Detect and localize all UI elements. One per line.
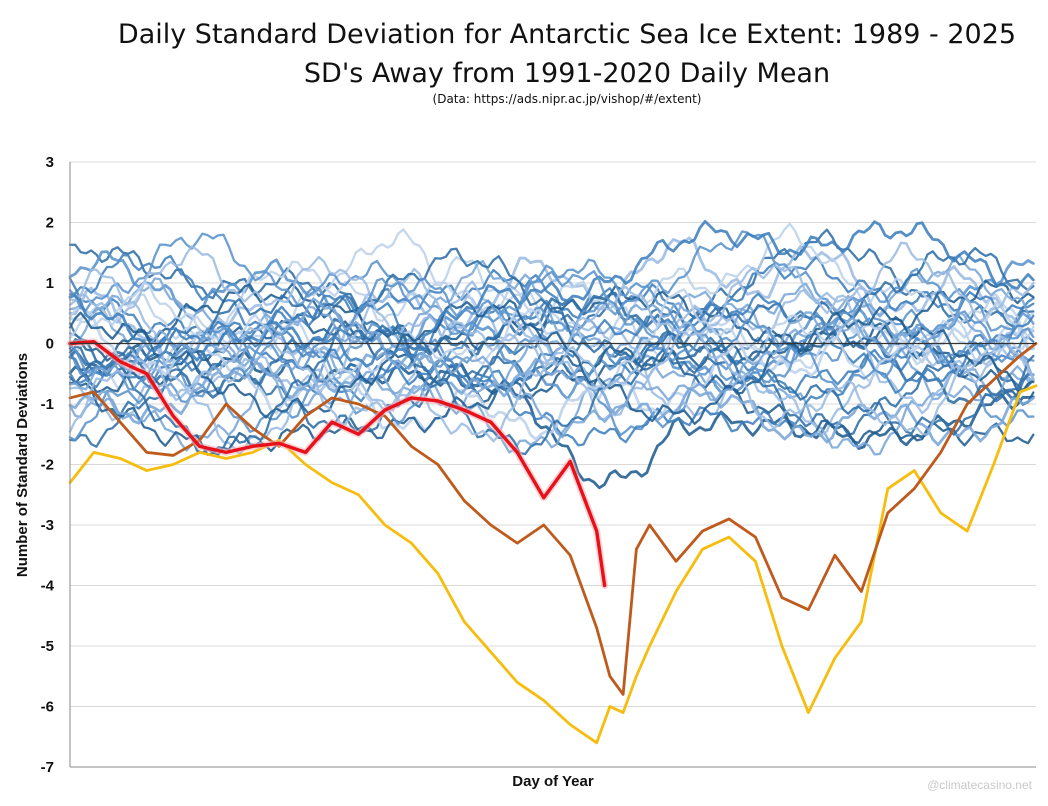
background-series-line: [68, 279, 1035, 362]
background-series-line: [68, 222, 1035, 352]
y-axis-label: Number of Standard Deviations: [14, 353, 31, 577]
background-series-line: [68, 297, 1035, 439]
y-tick-label: -3: [41, 517, 54, 534]
background-series-line: [68, 292, 1035, 395]
y-tick-label: 0: [46, 336, 54, 353]
background-series-line: [68, 246, 1035, 366]
series-line-red: [68, 339, 607, 588]
background-series-line: [68, 219, 1035, 368]
series-group: [66, 219, 1038, 745]
background-series-line: [68, 301, 1035, 441]
chart-title: Daily Standard Deviation for Antarctic S…: [118, 19, 1016, 50]
chart-source: (Data: https://ads.nipr.ac.jp/vishop/#/e…: [433, 92, 702, 106]
background-series-line: [68, 352, 1035, 447]
y-tick-label: 3: [46, 154, 54, 171]
background-series-line: [68, 290, 1035, 415]
y-tick-label: -1: [41, 396, 54, 413]
background-series-line: [68, 299, 1035, 425]
background-series-line: [68, 241, 1035, 363]
background-series-line: [68, 270, 1035, 395]
y-tick-label: -7: [41, 759, 54, 776]
background-series-line: [68, 345, 1035, 456]
y-tick-labels: 3 2 1 0 -1 -2 -3 -4 -5 -6 -7: [41, 154, 55, 776]
background-series-line: [68, 281, 1035, 390]
y-tick-label: -5: [41, 638, 54, 655]
background-series-line: [68, 308, 1035, 437]
series-line-yellow: [68, 384, 1038, 745]
y-tick-label: -4: [41, 578, 55, 595]
y-tick-label: 1: [46, 275, 54, 292]
y-tick-label: -6: [41, 699, 54, 716]
y-tick-label: -2: [41, 457, 54, 474]
background-series-line: [68, 230, 1035, 337]
series-line-brown: [68, 342, 1038, 696]
chart-subtitle: SD's Away from 1991-2020 Daily Mean: [304, 58, 830, 89]
y-tick-label: 2: [46, 215, 54, 232]
background-series-line: [68, 324, 1035, 443]
gridlines: [70, 161, 1036, 768]
x-axis-label: Day of Year: [512, 773, 594, 790]
watermark: @climatecasino.net: [927, 778, 1033, 792]
